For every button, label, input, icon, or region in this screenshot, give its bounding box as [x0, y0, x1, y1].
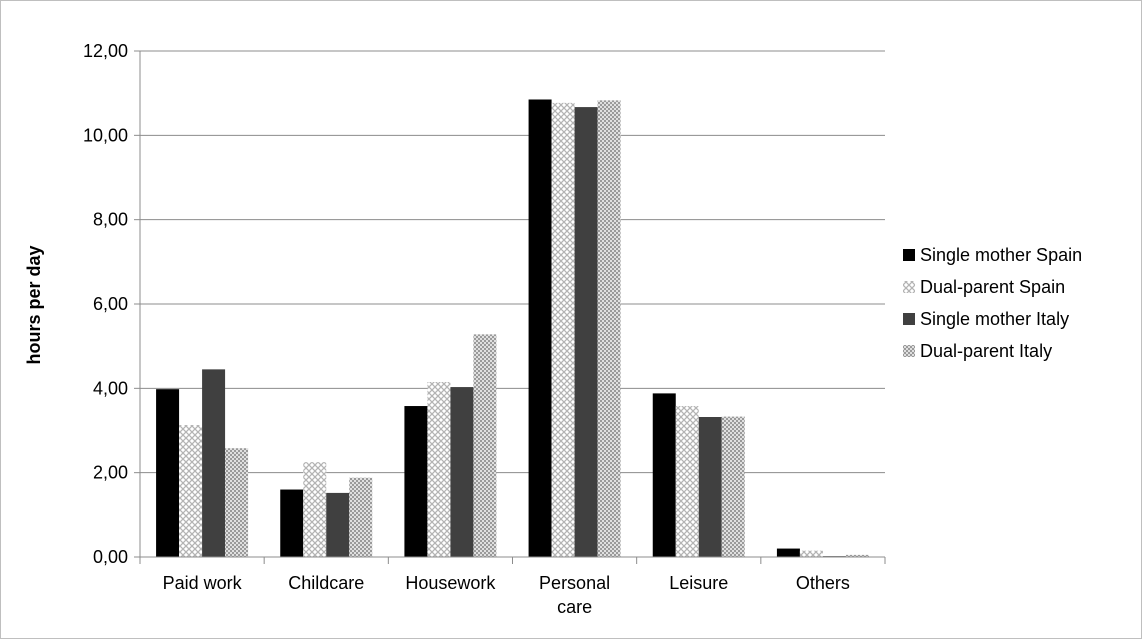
y-tick-label: 6,00	[93, 294, 128, 314]
bar	[721, 416, 745, 557]
bar	[326, 492, 350, 557]
bar	[551, 102, 575, 558]
bar	[473, 334, 497, 557]
x-tick-label: Others	[796, 573, 850, 593]
x-tick-label: Personal	[539, 573, 610, 593]
x-tick-label: Housework	[405, 573, 496, 593]
gridlines	[140, 50, 885, 474]
bar	[202, 369, 226, 557]
y-tick-label: 8,00	[93, 210, 128, 230]
bar	[225, 448, 249, 557]
y-tick-label: 12,00	[83, 41, 128, 61]
bar	[450, 387, 474, 557]
legend-label: Dual-parent Italy	[920, 341, 1052, 361]
y-axis-title: hours per day	[24, 245, 44, 364]
bar	[652, 393, 676, 557]
y-tick-label: 2,00	[93, 463, 128, 483]
bar	[776, 548, 800, 557]
bar	[799, 550, 823, 557]
bar	[179, 425, 203, 557]
x-tick-label: Paid work	[163, 573, 243, 593]
bar	[574, 107, 598, 557]
bar	[675, 406, 699, 557]
axes: 0,00 2,00 4,00 6,00 8,00 10,00 12,00 Paid work C…	[83, 41, 886, 617]
bars	[156, 99, 869, 558]
legend-swatch	[903, 313, 915, 325]
x-tick-label: Leisure	[669, 573, 728, 593]
bar	[528, 99, 552, 557]
x-tick-label: Childcare	[288, 573, 364, 593]
bar	[303, 462, 327, 557]
bar	[698, 417, 722, 557]
legend-swatch	[903, 249, 915, 261]
y-tick-label: 4,00	[93, 378, 128, 398]
legend-label: Single mother Spain	[920, 245, 1082, 265]
bar	[280, 489, 304, 557]
legend-label: Single mother Italy	[920, 309, 1069, 329]
legend-label: Dual-parent Spain	[920, 277, 1065, 297]
legend-swatch	[903, 345, 915, 357]
bar	[156, 389, 180, 557]
bar	[349, 477, 373, 557]
bar	[404, 406, 428, 557]
bar	[597, 100, 621, 558]
x-tick-label: care	[557, 597, 592, 617]
y-tick-label: 0,00	[93, 547, 128, 567]
y-tick-label: 10,00	[83, 125, 128, 145]
legend-swatch	[903, 281, 915, 293]
bar	[845, 554, 869, 557]
legend: Single mother Spain Dual-parent Spain Sing…	[903, 245, 1082, 361]
bar	[427, 382, 451, 557]
